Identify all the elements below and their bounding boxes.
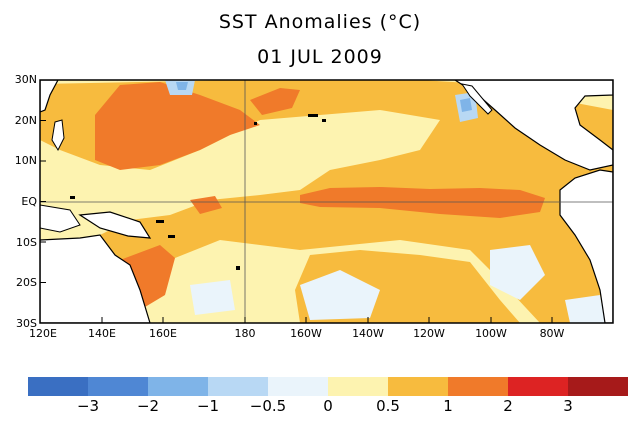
anomaly-pale-southwest [190,280,235,315]
lon-label-80w: 80W [539,327,565,340]
map-date: 01 JUL 2009 [257,46,383,68]
colorbar-swatch [28,377,88,396]
anomaly-darkorange-north [250,88,300,115]
lon-label-140w: 140W [352,327,384,340]
land-asia [40,80,59,113]
colorbar-label: −0.5 [249,397,287,415]
pacific-islands [70,114,326,270]
colorbar-label: 0.5 [376,397,400,415]
anomaly-pale-southeast [490,245,545,300]
anomaly-blue-north [176,82,188,90]
anomaly-pale-southcentral [300,270,380,320]
lat-label-eq: EQ [21,195,37,208]
colorbar-label: −3 [76,397,100,415]
land-south-america [559,169,613,323]
lat-label-20n: 20N [14,114,37,127]
lon-label-160w: 160W [290,327,322,340]
lat-label-30n: 30N [14,73,37,86]
land-australia [40,234,151,323]
lon-label-180: 180 [234,327,256,340]
land-new-guinea [78,211,152,239]
colorbar-swatch [388,377,448,396]
lat-label-30s: 30S [16,317,37,330]
land-north-america [453,80,613,171]
colorbar-label: −1 [196,397,220,415]
colorbar-label: 0 [323,397,333,415]
land-indonesia [40,204,81,233]
lon-label-160e: 160E [149,327,177,340]
axis-ticks [40,79,553,324]
lon-label-100w: 100W [475,327,507,340]
lon-label-140e: 140E [88,327,116,340]
anomaly-darkorange-nw [95,82,260,170]
colorbar-swatch [148,377,208,396]
colorbar-label: 3 [563,397,573,415]
lat-label-10s: 10S [16,236,37,249]
lon-label-120w: 120W [413,327,445,340]
colorbar-swatch [328,377,388,396]
colorbar-label: −2 [136,397,160,415]
lon-label-120e: 120E [29,327,57,340]
anomaly-blue-east [460,98,472,112]
colorbar-swatch [208,377,268,396]
land-philippines [51,119,65,152]
colorbar-swatch [568,377,628,396]
colorbar-swatch [448,377,508,396]
colorbar [28,377,628,396]
land-baja [460,83,493,115]
anomaly-pale-eastcoast [565,295,605,323]
map-title: SST Anomalies (°C) [218,11,422,33]
lat-label-20s: 20S [16,276,37,289]
anomaly-darkorange-west [190,196,222,214]
colorbar-label: 1 [443,397,453,415]
colorbar-swatch [508,377,568,396]
colorbar-swatch [88,377,148,396]
colorbar-label: 2 [503,397,513,415]
lat-label-10n: 10N [14,154,37,167]
colorbar-swatch [268,377,328,396]
anomaly-darkorange-equator [300,187,545,218]
